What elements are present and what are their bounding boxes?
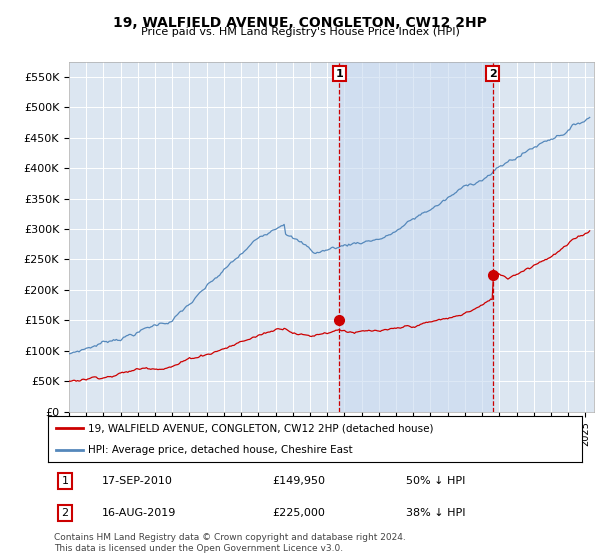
Text: Contains HM Land Registry data © Crown copyright and database right 2024.
This d: Contains HM Land Registry data © Crown c… [54,533,406,553]
Text: HPI: Average price, detached house, Cheshire East: HPI: Average price, detached house, Ches… [88,445,353,455]
Text: 1: 1 [335,68,343,78]
Text: 19, WALFIELD AVENUE, CONGLETON, CW12 2HP: 19, WALFIELD AVENUE, CONGLETON, CW12 2HP [113,16,487,30]
Text: 50% ↓ HPI: 50% ↓ HPI [406,476,465,486]
Text: £225,000: £225,000 [272,508,325,518]
Text: 1: 1 [62,476,68,486]
Text: 38% ↓ HPI: 38% ↓ HPI [406,508,465,518]
Text: 2: 2 [489,68,497,78]
Text: 17-SEP-2010: 17-SEP-2010 [101,476,172,486]
Bar [340,62,493,412]
Text: £149,950: £149,950 [272,476,325,486]
Text: Price paid vs. HM Land Registry's House Price Index (HPI): Price paid vs. HM Land Registry's House … [140,27,460,37]
Text: 19, WALFIELD AVENUE, CONGLETON, CW12 2HP (detached house): 19, WALFIELD AVENUE, CONGLETON, CW12 2HP… [88,423,434,433]
Text: 16-AUG-2019: 16-AUG-2019 [101,508,176,518]
Text: 2: 2 [62,508,68,518]
